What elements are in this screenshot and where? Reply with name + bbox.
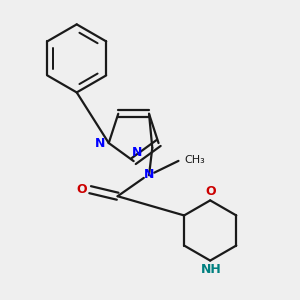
Text: NH: NH <box>200 262 221 276</box>
Text: N: N <box>144 168 154 181</box>
Text: N: N <box>95 136 105 149</box>
Text: N: N <box>132 146 142 159</box>
Text: O: O <box>76 182 87 196</box>
Text: CH₃: CH₃ <box>184 155 205 165</box>
Text: O: O <box>206 185 216 198</box>
